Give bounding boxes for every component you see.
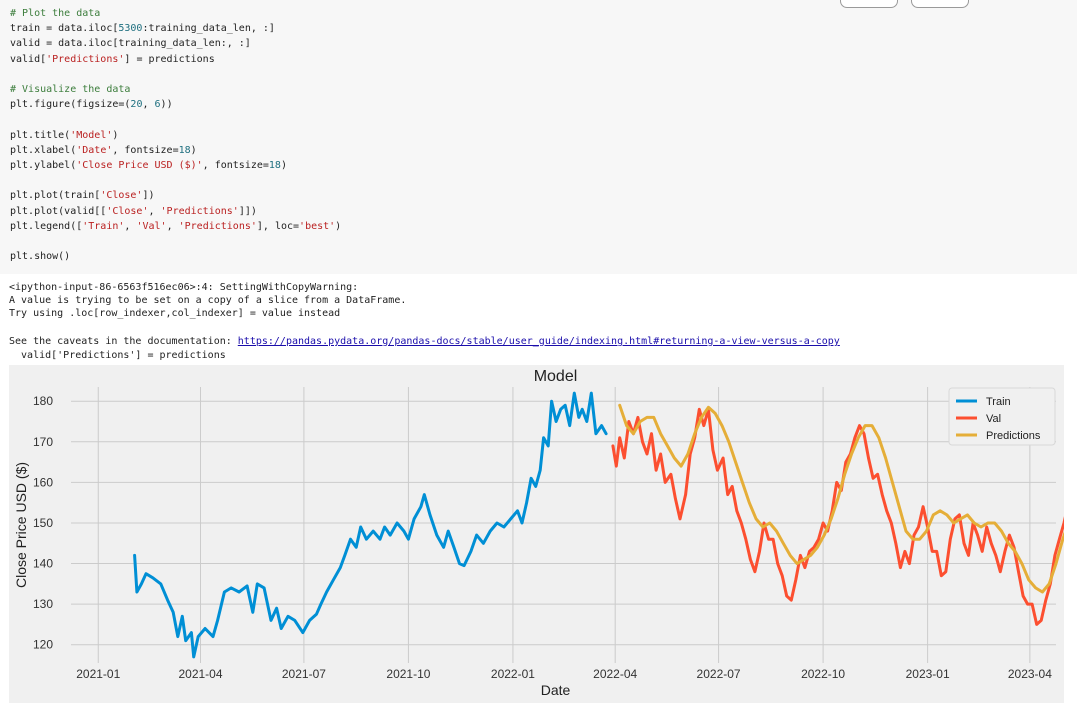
y-tick-label: 120 xyxy=(33,638,53,652)
code-token: 'Close' xyxy=(100,190,143,202)
code-token: 'Predictions' xyxy=(160,205,239,217)
warning-header: <ipython-input-86-6563f516ec06>:4: Setti… xyxy=(9,282,359,293)
code-line: plt.show() xyxy=(10,251,70,263)
code-token: :training_data_len, :] xyxy=(142,23,275,35)
code-line: plt.figure(figsize=(20, 6)) xyxy=(10,99,173,111)
y-tick-label: 130 xyxy=(33,597,53,611)
code-token: 'Close' xyxy=(106,205,149,217)
chart-title: Model xyxy=(534,368,578,385)
code-token: 6 xyxy=(154,99,161,111)
x-tick-label: 2022-07 xyxy=(697,667,741,681)
caveat-line: See the caveats in the documentation: ht… xyxy=(9,336,840,348)
documentation-link[interactable]: https://pandas.pydata.org/pandas-docs/st… xyxy=(237,336,840,347)
y-tick-label: 180 xyxy=(33,394,53,408)
x-tick-label: 2022-10 xyxy=(801,667,845,681)
code-token: 5300 xyxy=(118,23,143,35)
code-line: plt.ylabel('Close Price USD ($)', fontsi… xyxy=(10,160,287,172)
code-line: plt.plot(valid[['Close', 'Predictions']]… xyxy=(10,206,257,218)
code-token: 'Model' xyxy=(70,129,113,141)
code-token: plt.plot(valid[[ xyxy=(10,205,107,217)
y-tick-label: 150 xyxy=(33,516,53,530)
warning-source-line: valid['Predictions'] = predictions xyxy=(9,350,226,361)
legend-label: Predictions xyxy=(986,430,1041,442)
code-token: plt.show() xyxy=(10,251,71,263)
x-tick-label: 2021-01 xyxy=(76,667,120,681)
caveat-text: See the caveats in the documentation: xyxy=(9,336,238,347)
code-token: plt.xlabel( xyxy=(10,144,77,156)
code-token: 18 xyxy=(178,144,191,156)
x-tick-label: 2021-04 xyxy=(178,667,222,681)
code-token: ) xyxy=(190,144,197,156)
code-token: 'Close Price USD ($)' xyxy=(76,160,203,171)
code-token: , fontsize= xyxy=(202,160,269,171)
code-token: plt.figure(figsize=( xyxy=(10,99,131,111)
code-token: valid = data.iloc[training_data_len:, :] xyxy=(10,38,251,50)
code-token: , xyxy=(124,220,137,232)
x-tick-label: 2022-04 xyxy=(593,667,637,681)
code-token: ], loc= xyxy=(256,220,300,232)
y-tick-label: 140 xyxy=(33,557,53,571)
code-token: plt.ylabel( xyxy=(10,160,77,171)
code-line: plt.plot(train['Close']) xyxy=(10,190,155,202)
y-tick-label: 160 xyxy=(33,475,53,489)
code-token: , xyxy=(142,99,155,111)
code-token: 'Train' xyxy=(82,220,125,232)
series-line-val xyxy=(611,407,1064,626)
code-line: # Plot the data xyxy=(10,8,100,20)
code-token: valid[ xyxy=(10,53,47,65)
cell-toolbar-button-right[interactable] xyxy=(911,0,969,8)
code-line: plt.legend(['Train', 'Val', 'Predictions… xyxy=(10,221,341,233)
code-line: plt.xlabel('Date', fontsize=18) xyxy=(10,145,197,157)
x-axis-label: Date xyxy=(541,682,571,698)
code-token: ) xyxy=(280,160,287,171)
code-line: valid['Predictions'] = predictions xyxy=(10,54,215,66)
code-token: plt.legend([ xyxy=(10,220,83,232)
x-tick-label: 2023-04 xyxy=(1008,667,1052,681)
code-token: , fontsize= xyxy=(112,144,179,156)
x-tick-label: 2021-10 xyxy=(386,667,430,681)
code-token: 18 xyxy=(268,160,281,171)
code-token: 'Predictions' xyxy=(178,220,257,232)
code-token: 'Date' xyxy=(76,144,113,156)
code-token: ] = predictions xyxy=(124,53,215,65)
code-token: , xyxy=(148,205,161,217)
legend-label: Val xyxy=(986,413,1001,425)
code-token: plt.plot(train[ xyxy=(10,190,101,202)
code-token: plt.title( xyxy=(10,129,71,141)
y-tick-label: 170 xyxy=(33,435,53,449)
code-token: 'best' xyxy=(299,220,336,232)
code-line: train = data.iloc[5300:training_data_len… xyxy=(10,23,275,35)
cell-toolbar-button-left[interactable] xyxy=(840,0,898,8)
series-line-predictions xyxy=(618,403,1064,594)
warning-line: Try using .loc[row_indexer,col_indexer] … xyxy=(9,308,341,319)
code-line: valid = data.iloc[training_data_len:, :] xyxy=(10,38,251,50)
code-line: # Visualize the data xyxy=(10,84,130,96)
x-tick-label: 2021-07 xyxy=(282,667,326,681)
x-tick-label: 2023-01 xyxy=(906,667,950,681)
x-tick-label: 2022-01 xyxy=(491,667,535,681)
code-token: ) xyxy=(335,220,342,232)
code-token: 20 xyxy=(130,99,143,111)
code-token: 'Val' xyxy=(136,220,167,232)
code-token: , xyxy=(166,220,179,232)
code-token: train = data.iloc[ xyxy=(10,23,119,35)
code-token: ) xyxy=(112,129,119,141)
code-line: plt.title('Model') xyxy=(10,130,118,142)
chart-figure: 120 130 140 150 160 170 180 2021-01 2021-04 2021-… xyxy=(9,365,1064,703)
chart-svg: 120 130 140 150 160 170 180 2021-01 2021-04 2021-… xyxy=(13,368,1064,698)
code-token: ]) xyxy=(142,190,155,202)
code-token: ]]) xyxy=(238,205,257,217)
code-token: # Visualize the data xyxy=(10,84,131,95)
y-axis-label: Close Price USD ($) xyxy=(13,462,29,588)
code-token: 'Predictions' xyxy=(46,53,125,65)
warning-line: A value is trying to be set on a copy of… xyxy=(9,295,407,306)
code-token: # Plot the data xyxy=(10,8,101,19)
code-cell[interactable]: # Plot the data train = data.iloc[5300:tr… xyxy=(0,0,1077,274)
code-token: )) xyxy=(160,99,173,111)
series-line-train xyxy=(133,391,608,659)
legend-label: Train xyxy=(986,396,1011,408)
